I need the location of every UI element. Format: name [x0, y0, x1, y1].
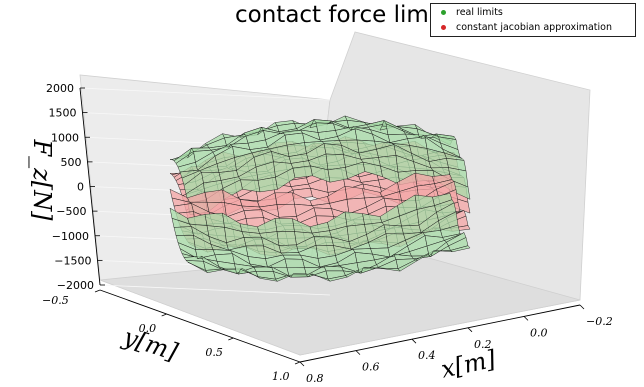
surface-patch [280, 252, 301, 256]
surface-patch [383, 224, 404, 235]
surface-patch [323, 143, 344, 155]
y-tick-label: 0.5 [205, 346, 223, 359]
surface-patch [278, 244, 299, 254]
surface-patch [313, 236, 334, 246]
surface-patch-group [169, 115, 471, 215]
legend-marker-real-limits [441, 10, 446, 15]
chart-title-text: contact force limits [235, 2, 457, 28]
surface-patch [282, 254, 303, 260]
z-tick-label: −500 [56, 205, 86, 218]
x-tick-label: 0.8 [306, 372, 324, 385]
y-tick-mark [161, 313, 167, 317]
x-axis-label: x[m] [439, 345, 499, 384]
surface-patch [284, 258, 305, 269]
x-tick-label: 0.4 [418, 349, 436, 362]
surface-patch [276, 203, 297, 218]
surface-patch [274, 218, 295, 232]
legend-entry-real-limits: real limits [441, 7, 503, 18]
y-tick-label: 0.0 [139, 322, 157, 335]
x-tick-mark [467, 327, 473, 333]
surface-patch [243, 209, 264, 219]
y-tick-mark [294, 361, 301, 365]
surface-patch [313, 207, 334, 217]
z-tick-label: 1000 [51, 131, 79, 144]
surface-patch-group [169, 193, 471, 282]
surface-patch [344, 211, 365, 227]
z-tick-label: 1500 [49, 107, 77, 120]
y-tick-mark [94, 289, 101, 293]
z-tick-label: −1500 [54, 254, 91, 267]
x-tick-label: −0.2 [586, 315, 613, 328]
y-axis-line [99, 289, 301, 363]
x-tick-mark [411, 338, 417, 344]
x-tick-label: 0.6 [362, 361, 380, 374]
surface-patch [449, 245, 471, 253]
surface-patch [276, 231, 297, 246]
x-tick-mark [355, 350, 361, 355]
z-tick-label: 0 [77, 181, 84, 194]
legend-marker-constant-jacobian [441, 25, 446, 30]
surface-patch [204, 212, 225, 228]
z-axis-label: F_z[N] [28, 138, 56, 221]
x-tick-label: 0.2 [474, 338, 492, 351]
x-axis-line [299, 304, 581, 363]
z-tick-label: −1000 [52, 230, 89, 243]
surface-patch [274, 192, 295, 205]
x-tick-label: 0.0 [530, 326, 548, 339]
legend: real limits constant jacobian approximat… [430, 3, 636, 37]
z-tick-label: 500 [61, 156, 82, 169]
x-tick-mark [299, 361, 305, 367]
surface-patch [292, 165, 313, 179]
surface-patch [323, 265, 344, 272]
y-tick-mark [228, 337, 234, 341]
legend-label-real-limits: real limits [456, 7, 503, 18]
x-tick-mark [523, 316, 529, 321]
surfaces [169, 115, 471, 282]
y-ticks: −0.5 0.0 0.5 1.0 [42, 289, 301, 383]
x-ticks: 0.8 0.6 0.4 0.2 0.0 −0.2 [299, 304, 613, 385]
y-tick-label: 1.0 [272, 370, 290, 383]
legend-label-constant-jacobian: constant jacobian approximation [456, 22, 612, 33]
z-gridline [79, 87, 331, 101]
surface-patch [204, 189, 225, 203]
z-gridline [99, 284, 331, 296]
x-tick-mark [579, 304, 585, 310]
y-axis-label: y[m] [119, 322, 182, 366]
z-tick-label: −2000 [57, 279, 94, 292]
surface-patch [173, 226, 194, 236]
y-tick-label: −0.5 [42, 294, 69, 307]
z-tick-label: 2000 [46, 82, 74, 95]
surface-patch [243, 236, 264, 247]
legend-entry-constant-jacobian: constant jacobian approximation [441, 22, 612, 33]
z-ticks: 2000 1500 1000 500 0 −500 −1000 −1500 −2000 [46, 82, 105, 292]
